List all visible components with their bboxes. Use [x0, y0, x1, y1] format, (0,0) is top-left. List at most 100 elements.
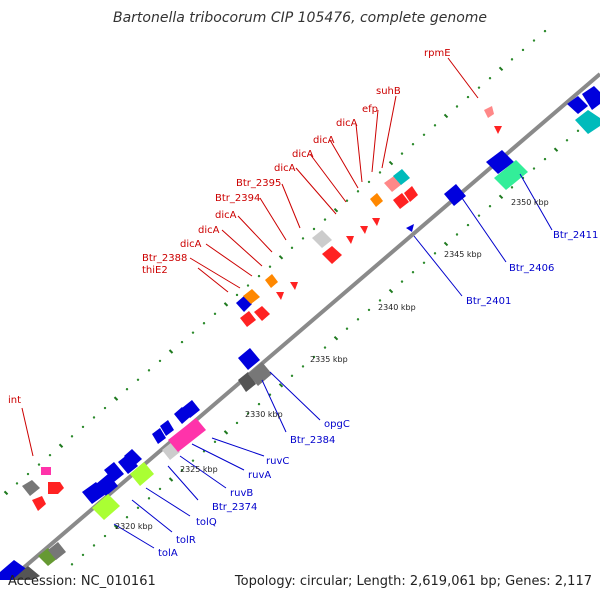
track-dot [422, 133, 426, 136]
track-dot [191, 459, 195, 462]
kbp-tick-label: 2330 kbp [245, 410, 283, 419]
gene-arrow [312, 230, 332, 248]
gene-label-dica: dicA [198, 225, 220, 236]
track-tick [3, 490, 9, 496]
gene-label-thie2: thiE2 [142, 265, 168, 276]
gene-arrow [238, 372, 256, 392]
track-dot [378, 171, 382, 174]
gene-arrow [404, 186, 418, 202]
track-dot [301, 237, 305, 240]
track-dot [312, 227, 316, 231]
track-dot [521, 48, 525, 52]
track-dot [125, 388, 129, 391]
track-dot [532, 39, 536, 42]
track-tick [333, 207, 339, 213]
bottom-gene-labels: tolA tolR tolQ Btr_2374 ruvB ruvA ruvC B… [158, 230, 598, 559]
track-dot [48, 453, 52, 457]
gene-arrow [104, 462, 124, 482]
gene-arrow [182, 400, 200, 418]
track-dot [180, 340, 184, 344]
track-tick [498, 194, 504, 200]
gene-arrow [494, 126, 502, 134]
forward-strand-features [22, 86, 600, 511]
gene-label-dica: dicA [313, 135, 335, 146]
outer-dot-track [3, 29, 547, 496]
gene-arrow [12, 566, 40, 580]
gene-label-suhb: suhB [376, 86, 401, 97]
bottom-label-leaders [113, 173, 553, 549]
track-dot [510, 58, 514, 61]
track-tick [333, 335, 339, 341]
track-dot [323, 218, 327, 221]
track-dot [433, 252, 437, 255]
gene-label-btr-2388: Btr_2388 [142, 253, 187, 264]
track-tick [388, 288, 394, 294]
gene-label-dica: dicA [274, 163, 296, 174]
kbp-tick-labels: 2320 kbp 2325 kbp 2330 kbp 2335 kbp 2340… [115, 198, 549, 531]
kbp-tick-label: 2335 kbp [310, 355, 348, 364]
track-tick [223, 430, 229, 435]
gene-label-tolr: tolR [176, 535, 196, 546]
track-dot [235, 421, 239, 425]
track-dot [81, 553, 85, 557]
gene-arrow [118, 454, 138, 474]
gene-arrow [38, 548, 58, 566]
gene-arrow [32, 496, 46, 511]
track-dot [26, 472, 30, 476]
track-dot [422, 261, 426, 264]
track-dot [510, 186, 514, 189]
top-gene-labels-extra: dicA [336, 118, 358, 129]
track-dot [81, 425, 85, 429]
track-dot [147, 497, 151, 500]
track-dot [257, 402, 261, 406]
gene-label-dica: dicA [336, 118, 358, 129]
gene-label-dica: dicA [180, 239, 202, 250]
track-dot [15, 482, 19, 485]
gene-arrow [168, 418, 206, 452]
track-dot [246, 284, 250, 287]
track-dot [70, 563, 74, 566]
track-dot [356, 190, 360, 193]
track-tick [443, 113, 449, 119]
gene-label-btr-2394: Btr_2394 [215, 193, 260, 204]
gene-arrow [238, 348, 260, 370]
track-dot [477, 86, 481, 89]
track-tick [278, 383, 284, 388]
accession-label: Accession: NC_010161 [8, 574, 156, 589]
gene-arrow [346, 236, 354, 244]
track-dot [576, 129, 580, 133]
gene-arrow [254, 306, 270, 321]
track-dot [158, 359, 162, 363]
gene-arrow [360, 226, 368, 234]
gene-arrow [393, 193, 409, 209]
gene-label-tolq: tolQ [196, 517, 217, 528]
top-gene-labels: int thiE2 Btr_2388 dicA dicA dicA Btr_23… [8, 48, 451, 406]
track-dot [411, 270, 415, 274]
gene-arrow [494, 160, 528, 190]
track-dot [411, 142, 415, 146]
gene-arrow [322, 246, 342, 264]
gene-arrow [290, 282, 298, 290]
gene-label-opgc: opgC [324, 419, 350, 430]
track-tick [553, 147, 559, 152]
track-dot [543, 29, 547, 33]
gene-arrow [130, 462, 154, 486]
gene-arrow [444, 184, 466, 206]
track-dot [246, 412, 250, 415]
track-dot [191, 331, 195, 334]
track-tick [113, 396, 119, 401]
track-tick [443, 241, 449, 247]
gene-arrow [248, 362, 272, 386]
genome-summary-label: Topology: circular; Length: 2,619,061 bp… [234, 574, 592, 589]
track-dot [345, 327, 349, 330]
gene-label-btr-2395: Btr_2395 [236, 178, 281, 189]
top-label-leaders [21, 57, 479, 457]
gene-arrow [393, 169, 410, 185]
gene-arrow [370, 193, 383, 207]
track-dot [180, 468, 184, 472]
gene-label-btr-2401: Btr_2401 [466, 296, 511, 307]
gene-arrow [92, 494, 120, 520]
gene-arrow [152, 428, 166, 444]
track-dot [400, 280, 404, 283]
